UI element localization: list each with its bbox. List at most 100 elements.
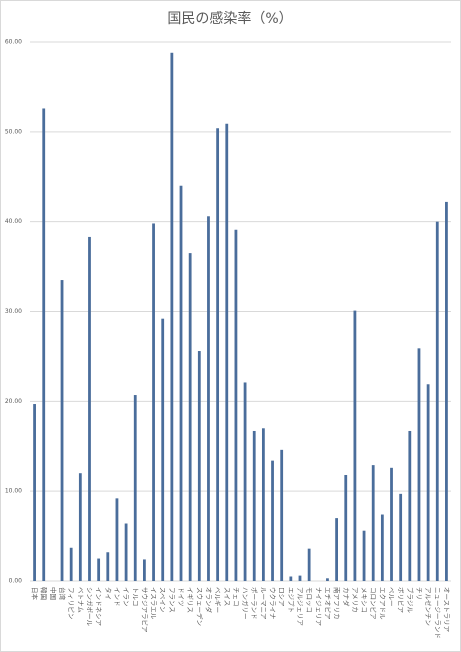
bar xyxy=(161,318,165,581)
bar xyxy=(152,223,155,582)
x-tick-label: フィリピン xyxy=(67,587,75,619)
x-tick-label: トルコ xyxy=(131,587,139,606)
x-tick-label: フランス xyxy=(168,587,176,613)
x-tick-label: サウジアラビア xyxy=(140,587,149,633)
bar xyxy=(417,348,421,581)
x-tick-label: コロンビア xyxy=(369,587,378,620)
x-tick-label: スウェーデン xyxy=(195,587,204,626)
x-tick-label: ナイジェリア xyxy=(314,587,322,627)
bar xyxy=(78,473,82,581)
bar xyxy=(225,123,229,581)
x-tick-label: インドネシア xyxy=(95,587,103,627)
chart-title: 国民の感染率（%） xyxy=(167,10,292,27)
x-tick-label: アルゼンチン xyxy=(424,587,433,626)
x-tick-label: イスラエル xyxy=(150,587,158,620)
bar xyxy=(207,216,210,581)
x-tick-label: オランダ xyxy=(204,587,213,614)
x-tick-label: アメリカ xyxy=(351,587,359,613)
x-tick-label: オーストラリア xyxy=(442,587,450,633)
x-tick-label: ウクライナ xyxy=(269,587,277,619)
bar xyxy=(170,52,174,581)
x-tick-label: チリ xyxy=(415,587,423,600)
bar xyxy=(380,514,384,581)
x-tick-label: インド xyxy=(113,587,121,607)
x-tick-label: ポーランド xyxy=(250,587,258,620)
bar xyxy=(88,236,91,581)
x-tick-label: アルジェリア xyxy=(296,587,304,626)
bar xyxy=(390,467,393,581)
x-tick-label: ハンガリー xyxy=(241,587,250,620)
x-tick-label: タイ xyxy=(104,587,113,600)
x-tick-label: エクアドル xyxy=(378,587,386,620)
bar xyxy=(335,518,338,581)
bar xyxy=(33,404,36,581)
x-tick-label: ニュージーランド xyxy=(433,587,441,639)
x-tick-label: イラン xyxy=(122,587,130,607)
bar xyxy=(197,351,201,581)
bar xyxy=(243,382,247,581)
bar xyxy=(97,558,101,581)
bar xyxy=(115,498,119,581)
bar xyxy=(261,428,265,581)
bar xyxy=(298,575,302,581)
x-tick-label: エチオピア xyxy=(323,587,331,620)
bar xyxy=(344,474,348,581)
y-tick-label: 10.00 xyxy=(5,488,22,495)
x-tick-label: モロッコ xyxy=(305,587,313,613)
bar xyxy=(234,229,238,582)
x-tick-label: ベルギー xyxy=(214,587,222,613)
x-tick-label: イギリス xyxy=(186,587,194,613)
bar xyxy=(124,523,128,581)
x-tick-label: スイス xyxy=(223,587,231,606)
bar xyxy=(445,201,448,582)
x-tick-label: 中国 xyxy=(49,587,58,600)
bar xyxy=(133,395,137,581)
y-tick-label: 60.00 xyxy=(5,39,22,46)
x-tick-label: ロシア xyxy=(278,587,286,607)
bar xyxy=(307,548,311,581)
y-tick-label: 30.00 xyxy=(5,308,22,315)
x-tick-label: ドイツ xyxy=(177,587,185,607)
bar xyxy=(271,460,274,581)
bar xyxy=(252,430,256,581)
bar xyxy=(216,128,220,582)
bar xyxy=(408,430,412,581)
bar xyxy=(106,552,110,581)
x-tick-label: ベトナム xyxy=(76,587,84,613)
bar xyxy=(399,493,403,581)
bar xyxy=(69,547,73,581)
bar xyxy=(353,310,357,581)
bar xyxy=(326,578,329,581)
x-tick-label: ルーマニア xyxy=(259,587,267,620)
x-tick-label: 日本 xyxy=(31,587,40,601)
bar xyxy=(143,559,146,581)
bar xyxy=(371,465,375,581)
x-tick-label: ボリビア xyxy=(397,587,406,614)
bar xyxy=(426,384,430,581)
x-tick-label: 台湾 xyxy=(58,587,67,601)
x-tick-label: 南アフリカ xyxy=(333,587,342,620)
x-tick-label: スペイン xyxy=(159,587,167,613)
y-tick-label: 50.00 xyxy=(5,128,22,135)
x-tick-label: 韓国 xyxy=(40,587,49,600)
bar xyxy=(60,280,64,581)
bar xyxy=(289,576,293,581)
bar xyxy=(179,185,183,581)
bar xyxy=(362,530,366,581)
x-tick-label: ブラジル xyxy=(406,587,415,613)
x-tick-label: カナダ xyxy=(342,587,351,607)
bar xyxy=(435,221,439,581)
x-tick-label: シンガポール xyxy=(85,587,94,627)
bar xyxy=(42,108,46,581)
y-tick-label: 20.00 xyxy=(5,398,22,405)
y-tick-label: 40.00 xyxy=(5,218,22,225)
x-tick-label: メキシコ xyxy=(360,587,368,613)
x-tick-label: エジプト xyxy=(287,587,295,613)
bar xyxy=(280,449,284,581)
y-tick-label: 0.00 xyxy=(9,578,23,585)
bar xyxy=(188,253,192,581)
x-tick-label: チェコ xyxy=(232,587,240,607)
x-tick-label: ペルー xyxy=(388,587,396,607)
